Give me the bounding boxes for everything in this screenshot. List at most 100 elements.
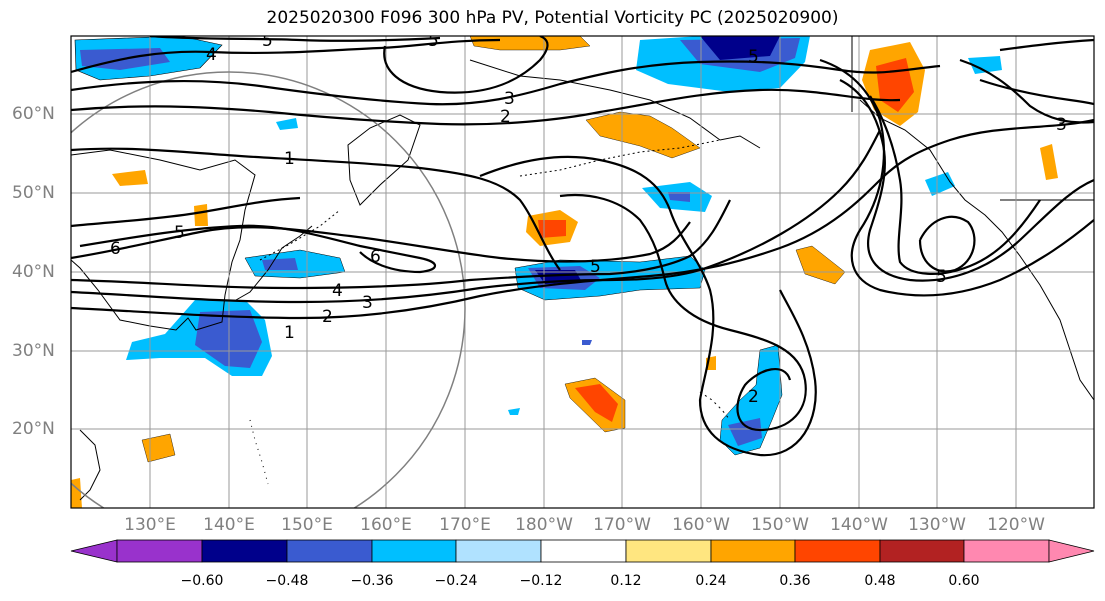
pv-contour-1: [71, 147, 561, 271]
pv-anomaly-orange: [469, 36, 591, 51]
colorbar-tick-label: −0.48: [265, 573, 309, 589]
colorbar-tick-label: 0.12: [610, 573, 642, 589]
coastline-kamchatka: [347, 114, 421, 206]
pv-contour-3-east: [959, 58, 1094, 124]
contour-label: 3: [362, 293, 373, 313]
lon-label: 120°W: [987, 515, 1045, 535]
pv-contour-3-north: [71, 60, 941, 106]
map-frame: [70, 35, 1095, 509]
lon-label: 130°E: [124, 515, 176, 535]
contour-label: 5: [748, 47, 759, 67]
pv-anomaly-darkblue: [728, 418, 762, 446]
pv-anomaly-darkblue: [262, 258, 298, 270]
lon-label: 170°W: [593, 515, 651, 535]
colorbar-bin: [116, 539, 203, 563]
pv-contour-ridge-east-3: [869, 95, 1041, 275]
lon-label: 160°W: [672, 515, 730, 535]
pv-contour-5-east: [918, 215, 976, 273]
contour-label: 2: [322, 307, 333, 327]
colorbar-tick-label: −0.60: [180, 573, 224, 589]
colorbar-bin: [710, 539, 796, 563]
pv-contour-4-top: [71, 38, 501, 74]
colorbar-bin: [625, 539, 712, 563]
colorbar-tick-label: 0.36: [779, 573, 811, 589]
coastline-philippines: [79, 429, 101, 501]
contour-label: 5: [428, 31, 439, 51]
colorbar: [70, 539, 1095, 563]
lon-label: 140°E: [203, 515, 255, 535]
colorbar-bin: [540, 539, 627, 563]
coastline-japan: [235, 225, 313, 301]
pv-contour-2-north: [71, 88, 901, 126]
lon-label: 140°W: [830, 515, 888, 535]
pv-contour-5-left: [71, 196, 301, 228]
colorbar-tick-label: 0.60: [948, 573, 980, 589]
pv-contour-5-top: [149, 36, 441, 42]
pv-anomaly-red: [538, 220, 566, 238]
lat-label-60n: 60°N: [12, 104, 55, 124]
pv-contour-3-mid: [71, 129, 881, 304]
pv-anomaly-orange: [795, 245, 846, 285]
colorbar-tick-label: 0.24: [695, 573, 727, 589]
colorbar-bin: [963, 539, 1050, 563]
pv-anomaly-orange: [585, 111, 701, 159]
coastline-asia: [71, 149, 256, 331]
lon-label: 180°W: [515, 515, 573, 535]
coastline-nw-america: [859, 99, 1094, 401]
lat-label-40n: 40°N: [12, 262, 55, 282]
pv-anomaly-orange: [194, 204, 208, 226]
colorbar-tick-label: −0.12: [519, 573, 563, 589]
reference-circle: [71, 71, 466, 508]
coastline-alaska: [469, 59, 761, 149]
contour-label: 3: [1056, 115, 1067, 135]
pv-anomaly-blue: [508, 408, 520, 415]
lat-label-30n: 30°N: [12, 341, 55, 361]
contour-label: 5: [936, 267, 947, 287]
pv-contours: [71, 36, 1094, 457]
colorbar-bin: [794, 539, 881, 563]
pv-anomaly-blue: [276, 118, 298, 130]
pv-anomaly-blue: [582, 340, 592, 345]
pv-contour-6-jet: [79, 224, 437, 274]
pv-contour-ring-north: [383, 36, 549, 94]
contour-label: 1: [284, 323, 295, 343]
pv-contour-2-mid: [71, 118, 1094, 320]
island-chain-kuril: [259, 209, 341, 261]
pv-anomaly-orange: [112, 170, 148, 186]
lat-label-20n: 20°N: [12, 419, 55, 439]
pv-anomaly-darkblue: [668, 192, 690, 202]
colorbar-extend-high: [1048, 539, 1095, 563]
colorbar-bin: [371, 539, 457, 563]
colorbar-tick-label: 0.48: [864, 573, 896, 589]
colorbar-tick-label: −0.36: [350, 573, 394, 589]
lat-label-50n: 50°N: [12, 183, 55, 203]
lon-label: 150°W: [751, 515, 809, 535]
contour-label: 6: [370, 247, 381, 267]
map-panel: 4 5 5 5 3 2 1 5 6 6 5 4 3 2 1 5 3 2: [71, 31, 1094, 508]
colorbar-bin: [201, 539, 288, 563]
contour-label: 4: [206, 45, 217, 65]
pv-anomaly-navy: [700, 36, 780, 60]
map-title: 2025020300 F096 300 hPa PV, Potential Vo…: [266, 8, 839, 28]
lon-label: 150°E: [281, 515, 333, 535]
colorbar-bin: [455, 539, 542, 563]
pv-negative-shading: [74, 36, 1002, 456]
contour-label: 5: [590, 257, 601, 277]
contour-label: 6: [110, 239, 121, 259]
lon-label: 130°W: [908, 515, 966, 535]
island-chain-hawaii: [699, 391, 731, 421]
pv-contour-alaska-trough-1: [479, 155, 817, 457]
pv-anomaly-blue: [968, 56, 1002, 74]
colorbar-extend-low: [70, 539, 118, 563]
pv-contour-ridge-east-2: [839, 79, 1094, 282]
contour-labels: 4 5 5 5 3 2 1 5 6 6 5 4 3 2 1 5 3 2: [110, 31, 1067, 407]
colorbar-tick-label: −0.24: [434, 573, 478, 589]
lon-label: 160°E: [360, 515, 412, 535]
lon-label: 170°E: [439, 515, 491, 535]
contour-label: 2: [748, 387, 759, 407]
pv-contour-ridge-northeast-2: [979, 78, 1094, 106]
pv-contour-alaska-trough-2: [559, 193, 807, 432]
pv-contour-ridge-east-1: [819, 58, 1094, 297]
pv-anomaly-orange: [1040, 144, 1058, 180]
